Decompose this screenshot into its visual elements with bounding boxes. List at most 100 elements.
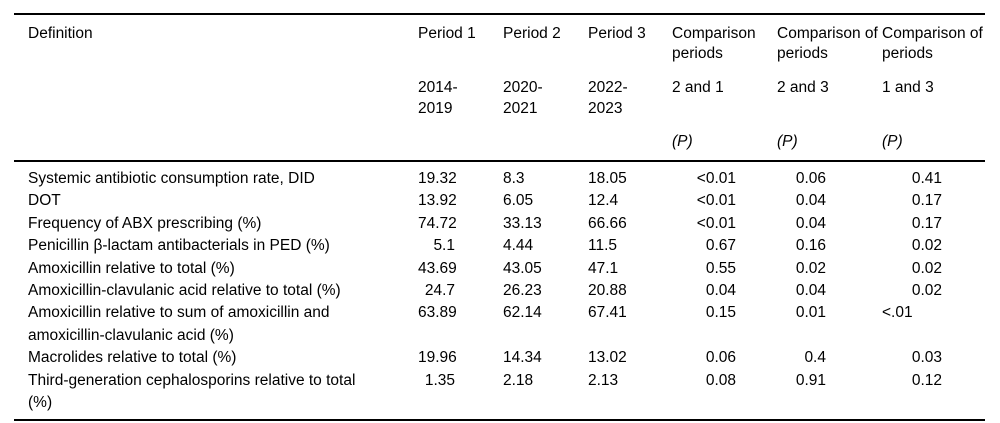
p-value-label: (P) xyxy=(882,133,903,150)
definition-cell: Frequency of ABX prescribing (%) xyxy=(28,214,262,232)
column-header-comparison-2-1: Comparison periods xyxy=(672,25,756,62)
definition-cell: Penicillin β-lactam antibacterials in PE… xyxy=(28,237,330,255)
value-cell: 6.05 xyxy=(503,192,534,210)
value-cell: 0.12 xyxy=(911,371,942,389)
value-cell: 13.92 xyxy=(418,192,457,210)
value-cell: 0.41 xyxy=(911,170,942,187)
value-cell: 0.55 xyxy=(705,259,736,277)
table-row: Amoxicillin-clavulanic acid relative to … xyxy=(14,280,985,302)
column-header-period-1: Period 1 xyxy=(418,25,476,42)
value-cell: 67.41 xyxy=(588,304,627,322)
table-row: DOT 13.92 6.05 12.4 <0.01 0.04 0.17 xyxy=(14,190,985,212)
column-header-comparison-2-3: Comparison of periods xyxy=(777,25,878,62)
definition-cell: Amoxicillin relative to sum of amoxicill… xyxy=(28,304,330,344)
value-cell: 43.69 xyxy=(418,259,457,277)
statistics-table: Definition Period 1 Period 2 Period 3 Co… xyxy=(14,13,985,422)
year-range: 2014-2019 xyxy=(418,79,458,117)
value-cell: 4.44 xyxy=(503,237,534,255)
table-header: Definition Period 1 Period 2 Period 3 Co… xyxy=(14,14,985,162)
value-cell: 20.88 xyxy=(588,282,627,300)
value-cell: 47.1 xyxy=(588,259,619,277)
table-row: Amoxicillin relative to sum of amoxicill… xyxy=(14,302,985,347)
range-period-1: 2014-2019 xyxy=(418,76,503,129)
value-cell: 0.15 xyxy=(705,304,736,322)
value-cell: 0.04 xyxy=(795,214,826,232)
year-range: 2020-2021 xyxy=(503,79,543,117)
range-comparison-2-3: 2 and 3 xyxy=(777,79,829,96)
value-cell: 0.03 xyxy=(911,349,942,367)
definition-cell: Macrolides relative to total (%) xyxy=(28,349,237,367)
value-cell: 0.17 xyxy=(911,214,942,232)
definition-cell: DOT xyxy=(28,192,61,210)
header-title-row: Definition Period 1 Period 2 Period 3 Co… xyxy=(14,14,985,76)
header-p-row: (P) (P) (P) xyxy=(14,129,985,162)
p-value-label: (P) xyxy=(777,133,798,150)
p-label-2-3: (P) xyxy=(777,129,882,162)
table-row: Systemic antibiotic consumption rate, DI… xyxy=(14,161,985,190)
value-cell: 19.32 xyxy=(418,170,457,187)
value-cell: 24.7 xyxy=(424,282,455,300)
p-label-1-3: (P) xyxy=(882,129,985,162)
value-cell: 66.66 xyxy=(588,214,627,232)
p-empty xyxy=(588,129,672,162)
value-cell: 0.01 xyxy=(795,304,826,322)
value-cell: <0.01 xyxy=(696,214,736,232)
value-cell: 0.08 xyxy=(705,371,736,389)
p-empty xyxy=(503,129,588,162)
value-cell: 1.35 xyxy=(424,371,455,389)
value-cell: 0.91 xyxy=(795,371,826,389)
p-value-label: (P) xyxy=(672,133,693,150)
value-cell: 12.4 xyxy=(588,192,619,210)
value-cell: 19.96 xyxy=(418,349,457,367)
value-cell: 0.06 xyxy=(705,349,736,367)
value-cell: 0.06 xyxy=(795,170,826,187)
definition-cell: Amoxicillin relative to total (%) xyxy=(28,259,235,277)
table-row: Penicillin β-lactam antibacterials in PE… xyxy=(14,235,985,257)
value-cell: 26.23 xyxy=(503,282,542,300)
value-cell: 43.05 xyxy=(503,259,542,277)
value-cell: 0.02 xyxy=(911,237,942,255)
definition-cell: Third-generation cephalosporins relative… xyxy=(28,371,356,412)
value-cell: 5.1 xyxy=(433,237,455,255)
p-empty xyxy=(418,129,503,162)
column-header-period-2: Period 2 xyxy=(503,25,561,42)
value-cell: 0.02 xyxy=(795,259,826,277)
value-cell: <0.01 xyxy=(696,170,736,187)
column-header-definition: Definition xyxy=(28,25,93,42)
table-row: Macrolides relative to total (%) 19.96 14.… xyxy=(14,347,985,369)
p-empty xyxy=(14,129,418,162)
value-cell: 0.17 xyxy=(911,192,942,210)
value-cell: 13.02 xyxy=(588,349,627,367)
value-cell: 0.04 xyxy=(795,192,826,210)
p-label-2-1: (P) xyxy=(672,129,777,162)
column-header-period-3: Period 3 xyxy=(588,25,646,42)
column-header-comparison-1-3: Comparison of periods xyxy=(882,25,983,62)
value-cell: 63.89 xyxy=(418,304,457,322)
table-body: Systemic antibiotic consumption rate, DI… xyxy=(14,161,985,420)
table-row: Frequency of ABX prescribing (%) 74.72 33.… xyxy=(14,213,985,235)
value-cell: 0.4 xyxy=(804,349,826,367)
range-empty xyxy=(14,76,418,129)
value-cell: 0.04 xyxy=(795,282,826,300)
range-comparison-2-1: 2 and 1 xyxy=(672,79,724,96)
header-range-row: 2014-2019 2020-2021 2022-2023 2 and 1 2 … xyxy=(14,76,985,129)
value-cell: 62.14 xyxy=(503,304,542,322)
table-row: Amoxicillin relative to total (%) 43.69 43… xyxy=(14,258,985,280)
value-cell: 2.13 xyxy=(588,371,619,389)
value-cell: 0.67 xyxy=(705,237,736,255)
value-cell: 0.16 xyxy=(795,237,826,255)
value-cell: 33.13 xyxy=(503,214,542,232)
value-cell: 0.02 xyxy=(911,259,942,277)
definition-cell: Systemic antibiotic consumption rate, DI… xyxy=(28,170,315,187)
definition-cell: Amoxicillin-clavulanic acid relative to … xyxy=(28,282,341,300)
value-cell: 14.34 xyxy=(503,349,542,367)
value-cell: <.01 xyxy=(882,304,913,322)
range-period-3: 2022-2023 xyxy=(588,76,672,129)
value-cell: <0.01 xyxy=(696,192,736,210)
value-cell: 18.05 xyxy=(588,170,627,187)
year-range: 2022-2023 xyxy=(588,79,628,117)
range-period-2: 2020-2021 xyxy=(503,76,588,129)
value-cell: 0.04 xyxy=(705,282,736,300)
range-comparison-1-3: 1 and 3 xyxy=(882,79,934,96)
